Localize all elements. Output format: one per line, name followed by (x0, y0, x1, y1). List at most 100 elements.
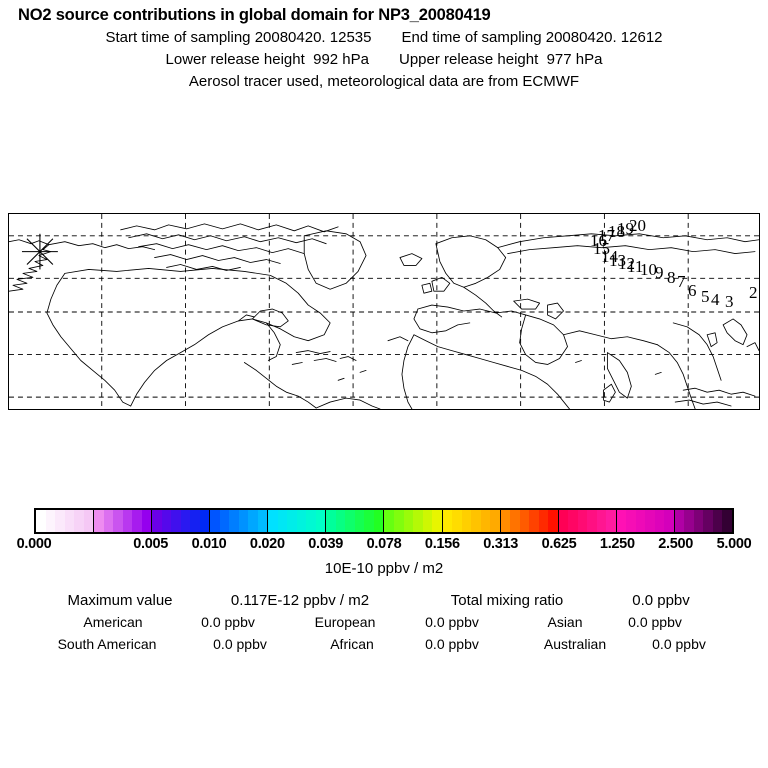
colorbar-step (654, 510, 665, 532)
colorbar[interactable] (34, 508, 734, 534)
stats-row-regions-2: South American 0.0 ppbv African 0.0 ppbv… (0, 636, 768, 658)
trajectory-hour-label-20: 20 (629, 216, 646, 235)
colorbar-step (596, 510, 607, 532)
region-value-american: 0.0 ppbv (201, 614, 255, 630)
colorbar-step (684, 510, 694, 532)
colorbar-step (132, 510, 142, 532)
colorbar-step (693, 510, 704, 532)
maximum-value-label: Maximum value (67, 592, 173, 609)
colorbar-segment-6 (384, 510, 443, 532)
trajectory-hour-label-19: 19 (617, 219, 634, 238)
colorbar-step (287, 510, 297, 532)
colorbar-step (238, 510, 249, 532)
colorbar-tick-0.039: 0.039 (308, 536, 344, 552)
colorbar-step (480, 510, 491, 532)
maximum-value: 0.117E-12 ppbv / m2 (230, 592, 370, 609)
region-value-australian: 0.0 ppbv (652, 636, 706, 652)
region-label-african: African (330, 636, 374, 652)
colorbar-step (315, 510, 326, 532)
colorbar-segment-3 (210, 510, 269, 532)
region-value-asian: 0.0 ppbv (628, 614, 682, 630)
colorbar-step (268, 510, 278, 532)
release-site-starburst (21, 233, 58, 270)
colorbar-step (277, 510, 288, 532)
colorbar-step (529, 510, 539, 532)
colorbar-step (161, 510, 172, 532)
colorbar-step (674, 510, 685, 532)
colorbar-tick-2.500: 2.500 (658, 536, 694, 552)
trajectory-hour-label-9: 9 (655, 263, 664, 282)
colorbar-step (703, 510, 713, 532)
colorbar-step (210, 510, 220, 532)
region-label-american: American (83, 614, 143, 630)
colorbar-step (645, 510, 655, 532)
colorbar-unit-label: 10E-10 ppbv / m2 (324, 560, 444, 577)
colorbar-step (538, 510, 549, 532)
colorbar-step (712, 510, 723, 532)
trajectory-hour-label-2: 2 (749, 283, 758, 302)
end-time-label: End time of sampling 20080420. 12612 (401, 29, 663, 46)
colorbar-step (180, 510, 191, 532)
colorbar-step (403, 510, 414, 532)
colorbar-step (141, 510, 152, 532)
colorbar-segment-11 (674, 510, 732, 532)
colorbar-step (113, 510, 123, 532)
trajectory-hour-label-10: 10 (640, 260, 657, 279)
page-title: NO2 source contributions in global domai… (18, 6, 491, 24)
colorbar-step (568, 510, 578, 532)
trajectory-hour-label-14: 14 (601, 247, 618, 266)
trajectory-hour-label-11: 11 (627, 257, 644, 276)
region-value-african: 0.0 ppbv (425, 636, 479, 652)
trajectory-hour-label-4: 4 (711, 290, 720, 309)
trajectory-hour-label-5: 5 (701, 287, 710, 306)
colorbar-step (257, 510, 268, 532)
graticule-gridlines (9, 214, 759, 409)
colorbar-step (326, 510, 336, 532)
colorbar-segment-5 (326, 510, 385, 532)
colorbar-tick-0.020: 0.020 (249, 536, 285, 552)
colorbar-tick-0.156: 0.156 (424, 536, 460, 552)
region-value-south-american: 0.0 ppbv (213, 636, 267, 652)
colorbar-step (45, 510, 56, 532)
trajectory-hour-label-7: 7 (677, 272, 686, 291)
colorbar-tick-labels: 0.000 0.005 0.010 0.020 0.039 0.078 0.156 0.313… (0, 536, 768, 554)
trajectory-hour-label-16: 16 (590, 231, 607, 250)
region-value-european: 0.0 ppbv (425, 614, 479, 630)
trajectory-hour-label-18: 18 (608, 222, 625, 241)
colorbar-segment-2 (152, 510, 211, 532)
colorbar-step (248, 510, 258, 532)
sampling-time-line: Start time of sampling 20080420. 12535 En… (0, 29, 768, 46)
colorbar-step (548, 510, 558, 532)
trajectory-hour-label-13: 13 (609, 251, 626, 270)
region-label-south-american: South American (57, 636, 157, 652)
colorbar-step (393, 510, 404, 532)
region-label-european: European (314, 614, 376, 630)
colorbar-step (519, 510, 530, 532)
colorbar-step (384, 510, 394, 532)
colorbar-step (606, 510, 616, 532)
colorbar-step (171, 510, 181, 532)
colorbar-step (616, 510, 627, 532)
trajectory-hour-label-3: 3 (725, 292, 734, 311)
colorbar-step (55, 510, 65, 532)
colorbar-step (432, 510, 442, 532)
colorbar-step (345, 510, 355, 532)
colorbar-step (422, 510, 433, 532)
global-map-panel[interactable]: 20 19 18 17 16 15 14 13 12 11 10 9 8 7 6 5 4 3 2 (8, 213, 760, 410)
colorbar-step (558, 510, 569, 532)
region-label-australian: Australian (543, 636, 607, 652)
trajectory-hour-label-12: 12 (618, 254, 635, 273)
colorbar-segment-1 (94, 510, 153, 532)
colorbar-tick-0.078: 0.078 (366, 536, 402, 552)
colorbar-segment-0 (36, 510, 95, 532)
colorbar-step (664, 510, 674, 532)
colorbar-step (461, 510, 472, 532)
colorbar-tick-0.625: 0.625 (541, 536, 577, 552)
colorbar-step (296, 510, 307, 532)
statistics-block: Maximum value 0.117E-12 ppbv / m2 Total … (0, 592, 768, 658)
stats-row-regions-1: American 0.0 ppbv European 0.0 ppbv Asia… (0, 614, 768, 636)
colorbar-tick-0.313: 0.313 (483, 536, 519, 552)
colorbar-segment-9 (558, 510, 617, 532)
colorbar-step (306, 510, 316, 532)
upper-release-height-label: Upper release height 977 hPa (399, 51, 603, 68)
